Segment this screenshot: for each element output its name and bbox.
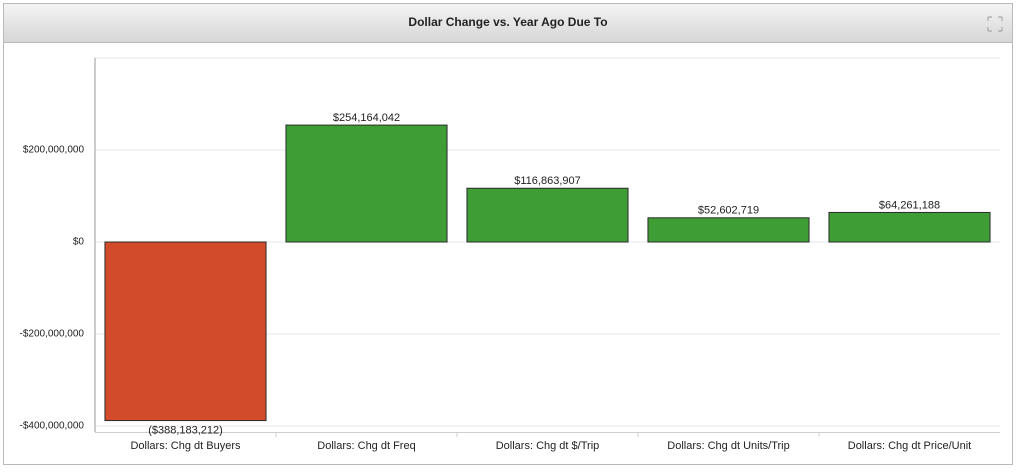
y-tick-label: -$400,000,000 [19, 421, 84, 432]
x-tick-label: Dollars: Chg dt Buyers [130, 440, 241, 452]
y-tick-label: $200,000,000 [23, 145, 85, 156]
value-label: $64,261,188 [879, 199, 940, 211]
x-tick-label: Dollars: Chg dt $/Trip [496, 440, 600, 452]
panel-header [4, 4, 1012, 42]
expand-icon[interactable] [987, 16, 1003, 32]
bar [466, 187, 629, 243]
bar [285, 124, 448, 243]
chart-title: Dollar Change vs. Year Ago Due To [408, 15, 607, 29]
bar [828, 211, 991, 243]
x-tick-label: Dollars: Chg dt Units/Trip [667, 440, 789, 452]
bar [104, 241, 267, 422]
bar [647, 217, 810, 243]
value-label: ($388,183,212) [148, 424, 223, 436]
x-tick-label: Dollars: Chg dt Freq [317, 440, 415, 452]
value-label: $116,863,907 [514, 175, 580, 187]
x-tick-label: Dollars: Chg dt Price/Unit [848, 440, 972, 452]
value-label: $254,164,042 [333, 112, 400, 124]
value-label: $52,602,719 [698, 205, 759, 217]
y-tick-label: $0 [73, 237, 85, 248]
y-tick-label: -$200,000,000 [19, 329, 84, 340]
